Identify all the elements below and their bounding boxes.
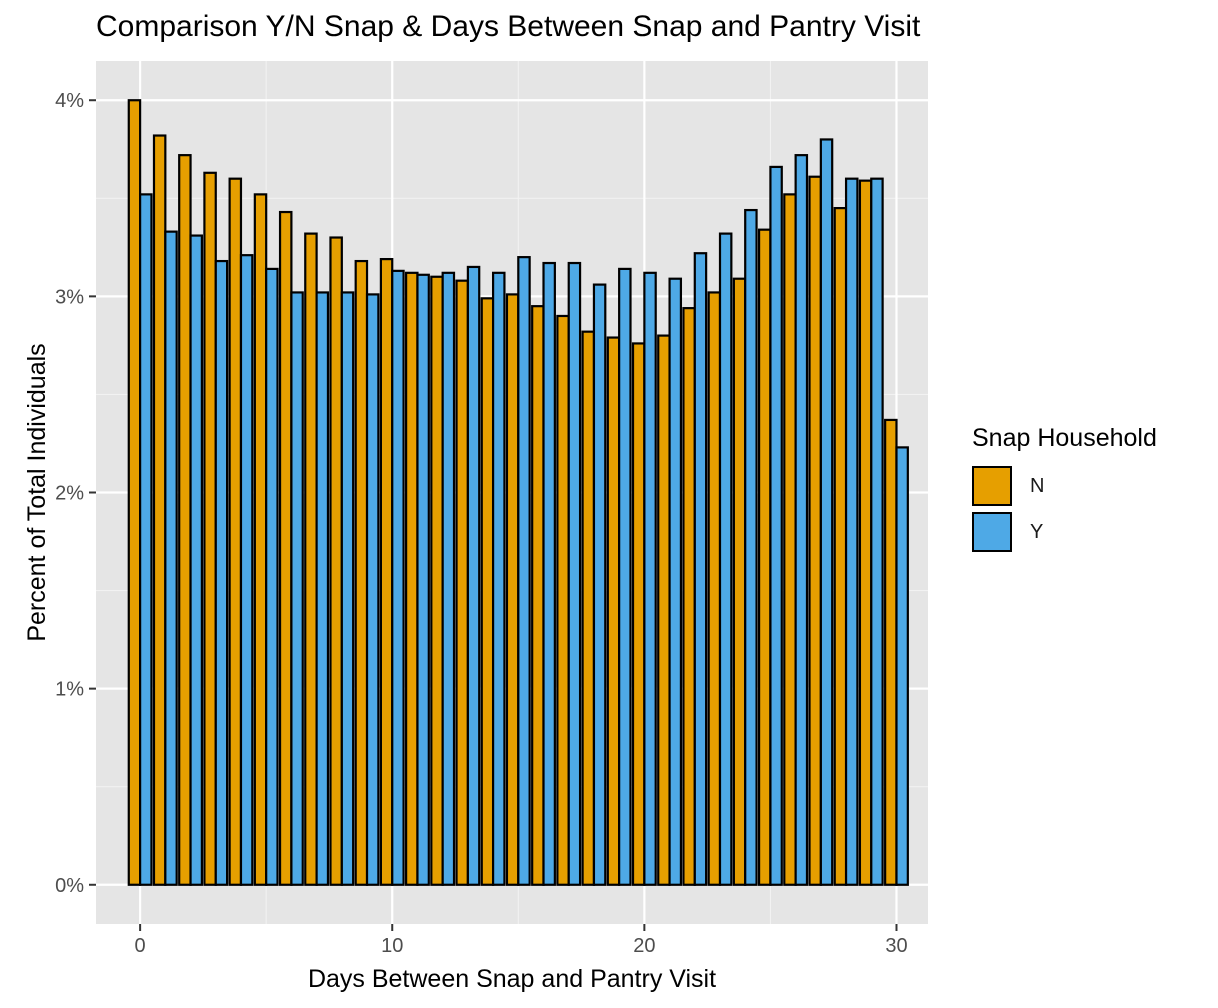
bar-y-18 [592, 283, 607, 886]
legend-item-n: N [972, 463, 1157, 509]
bar-y-9 [365, 293, 380, 886]
bar-y-2 [189, 234, 203, 886]
bar-y-10 [391, 269, 405, 886]
bar-y-14 [491, 271, 506, 886]
bar-y-8 [340, 291, 355, 886]
bar-y-19 [618, 267, 632, 886]
bar-n-20 [631, 342, 646, 886]
bar-n-26 [783, 193, 797, 886]
bar-n-22 [682, 307, 696, 886]
bar-n-25 [757, 228, 772, 886]
bar-n-15 [505, 293, 520, 886]
bar-y-23 [718, 232, 733, 886]
bar-n-7 [304, 232, 318, 886]
bar-y-25 [769, 165, 783, 886]
bar-n-2 [178, 154, 192, 886]
bar-y-11 [416, 273, 430, 886]
bar-y-17 [567, 261, 582, 886]
bar-y-20 [643, 271, 657, 886]
bar-n-4 [228, 177, 243, 886]
bar-y-1 [164, 230, 178, 886]
bar-n-9 [354, 259, 369, 886]
bar-n-11 [405, 271, 419, 886]
bar-y-27 [819, 138, 834, 886]
bar-y-29 [870, 177, 884, 886]
bar-y-24 [744, 208, 758, 886]
bar-y-26 [794, 154, 809, 886]
bar-y-16 [542, 261, 556, 886]
y-tick-label: 2% [55, 483, 84, 505]
bar-y-7 [315, 291, 330, 886]
y-tick-label: 1% [55, 679, 84, 701]
legend-title: Snap Household [972, 424, 1157, 452]
bar-y-4 [239, 254, 254, 886]
y-tick-label: 3% [55, 286, 84, 308]
bar-n-19 [606, 336, 621, 886]
x-tick-label: 20 [633, 935, 655, 957]
legend-label-y: Y [1030, 520, 1044, 543]
bar-y-28 [844, 177, 859, 886]
bar-y-3 [214, 259, 229, 886]
bar-n-18 [581, 330, 596, 886]
axis-ticks [89, 99, 898, 931]
bar-n-12 [430, 275, 444, 886]
bar-n-30 [884, 418, 898, 886]
bar-n-23 [707, 291, 722, 886]
tick-labels: 0 10 20 30 0% 1% 2% 3% 4% [55, 90, 908, 957]
chart-title: Comparison Y/N Snap & Days Between Snap … [96, 10, 921, 43]
y-tick-label: 0% [55, 875, 84, 897]
legend: Snap Household N Y [972, 424, 1157, 555]
bar-n-1 [152, 134, 167, 886]
x-axis-title: Days Between Snap and Pantry Visit [308, 965, 716, 993]
bar-n-6 [278, 210, 293, 886]
bar-n-24 [732, 277, 747, 886]
legend-key-y [972, 512, 1012, 552]
bar-y-30 [895, 446, 909, 886]
bar-n-8 [329, 236, 343, 886]
legend-item-y: Y [972, 509, 1157, 555]
legend-key-n [972, 466, 1012, 506]
bar-y-0 [139, 193, 153, 886]
y-axis-title: Percent of Total Individuals [23, 343, 51, 641]
bar-n-27 [808, 175, 822, 886]
x-tick-label: 0 [135, 935, 146, 957]
x-tick-label: 30 [885, 935, 907, 957]
legend-label-n: N [1030, 474, 1045, 497]
bar-n-0 [127, 99, 142, 886]
bars-group [127, 99, 909, 886]
bar-n-21 [657, 334, 671, 886]
bar-n-29 [858, 179, 873, 886]
bar-y-12 [441, 271, 456, 886]
bar-y-22 [693, 252, 708, 886]
x-tick-label: 10 [381, 935, 403, 957]
bar-n-13 [455, 279, 469, 886]
bar-n-16 [531, 305, 545, 886]
y-tick-label: 4% [55, 90, 84, 112]
bar-n-28 [833, 207, 848, 886]
bar-n-5 [253, 193, 268, 886]
bar-y-13 [466, 265, 481, 886]
bar-n-3 [203, 171, 217, 886]
bar-n-10 [379, 257, 394, 886]
bar-y-6 [290, 291, 304, 886]
bar-n-14 [480, 297, 495, 886]
bar-y-15 [517, 256, 531, 886]
bar-n-17 [556, 314, 570, 886]
bar-y-5 [265, 267, 279, 886]
bar-y-21 [668, 277, 683, 886]
